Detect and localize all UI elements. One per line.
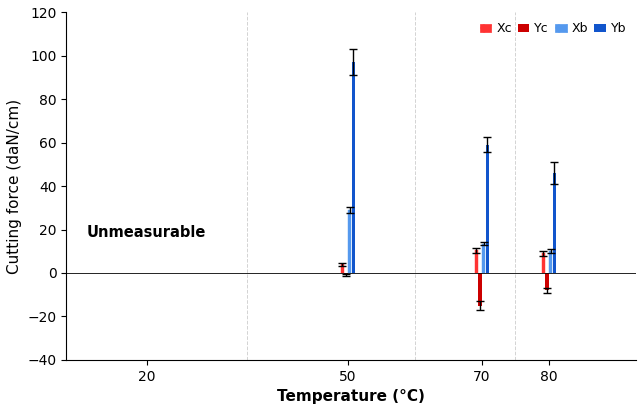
Bar: [541, 254, 545, 273]
Bar: [478, 273, 482, 305]
Bar: [348, 210, 351, 273]
Text: Unmeasurable: Unmeasurable: [87, 225, 206, 240]
Y-axis label: Cutting force (daN/cm): Cutting force (daN/cm): [7, 99, 22, 274]
Bar: [549, 251, 552, 273]
Bar: [482, 244, 485, 273]
X-axis label: Temperature (°C): Temperature (°C): [277, 389, 425, 404]
Bar: [341, 264, 344, 273]
Bar: [545, 273, 548, 290]
Legend: Xc, Yc, Xb, Yb: Xc, Yc, Xb, Yb: [476, 18, 629, 39]
Bar: [553, 173, 556, 273]
Bar: [475, 250, 478, 273]
Bar: [344, 273, 348, 275]
Bar: [485, 145, 489, 273]
Bar: [352, 62, 355, 273]
